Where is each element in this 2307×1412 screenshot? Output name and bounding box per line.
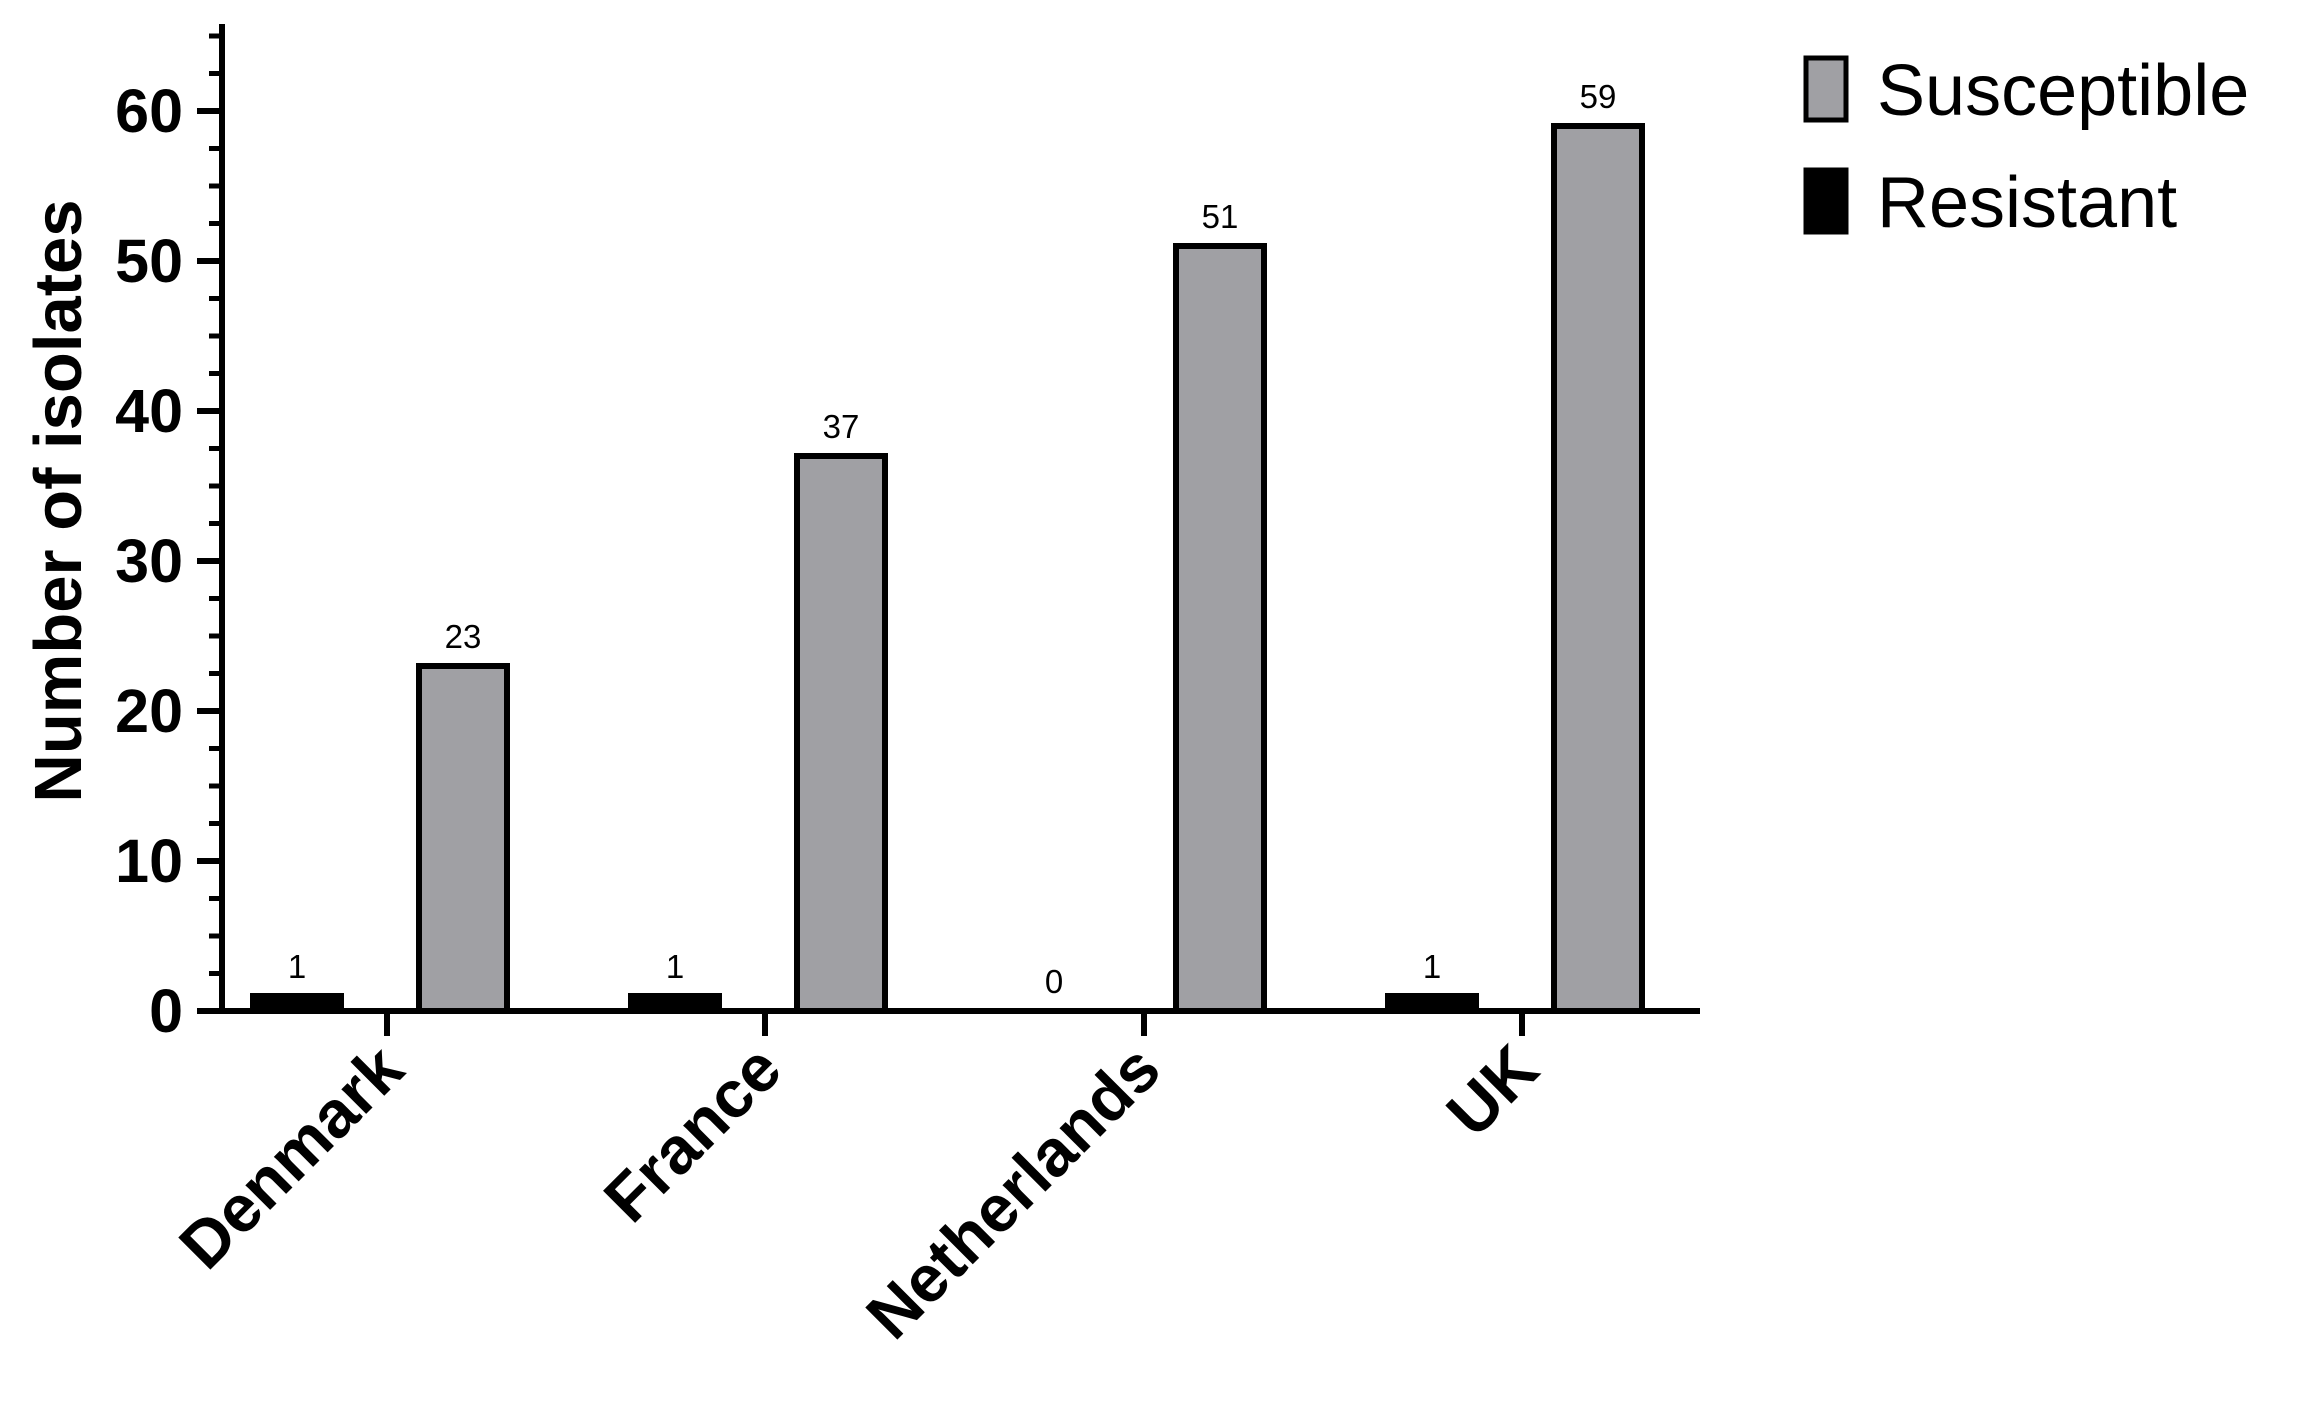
bar-susceptible-denmark: [416, 663, 510, 1014]
y-axis-title: Number of isolates: [21, 199, 96, 802]
legend-swatch-susceptible: [1803, 55, 1849, 123]
bars-layer: [250, 123, 1645, 1014]
x-tick-label-denmark: Denmark: [165, 1030, 417, 1282]
data-label-resistant-france: 1: [666, 948, 684, 985]
axes-layer: [197, 24, 1700, 1036]
data-label-susceptible-uk: 59: [1580, 78, 1617, 115]
data-label-susceptible-netherlands: 51: [1202, 198, 1239, 235]
legend-swatch-resistant: [1803, 167, 1849, 235]
y-tick-label-10: 10: [115, 827, 183, 895]
y-tick-label-50: 50: [115, 227, 183, 295]
bar-susceptible-uk: [1551, 123, 1645, 1014]
y-tick-label-20: 20: [115, 677, 183, 745]
y-tick-label-60: 60: [115, 77, 183, 145]
legend-label-susceptible: Susceptible: [1877, 51, 2249, 131]
x-tick-label-france: France: [590, 1031, 795, 1236]
y-tick-label-0: 0: [149, 977, 183, 1045]
legend-label-resistant: Resistant: [1877, 163, 2177, 243]
legend: Susceptible Resistant: [1803, 51, 2249, 243]
bar-susceptible-france: [794, 453, 888, 1014]
x-tick-label-netherlands: Netherlands: [852, 1031, 1174, 1353]
x-tick-label-uk: UK: [1432, 1030, 1552, 1150]
data-label-susceptible-denmark: 23: [445, 618, 482, 655]
data-label-susceptible-france: 37: [823, 408, 860, 445]
y-tick-label-40: 40: [115, 377, 183, 445]
data-label-resistant-netherlands: 0: [1045, 963, 1063, 1000]
y-tick-label-30: 30: [115, 527, 183, 595]
data-label-resistant-uk: 1: [1423, 948, 1441, 985]
data-label-resistant-denmark: 1: [288, 948, 306, 985]
bar-susceptible-netherlands: [1173, 243, 1267, 1014]
